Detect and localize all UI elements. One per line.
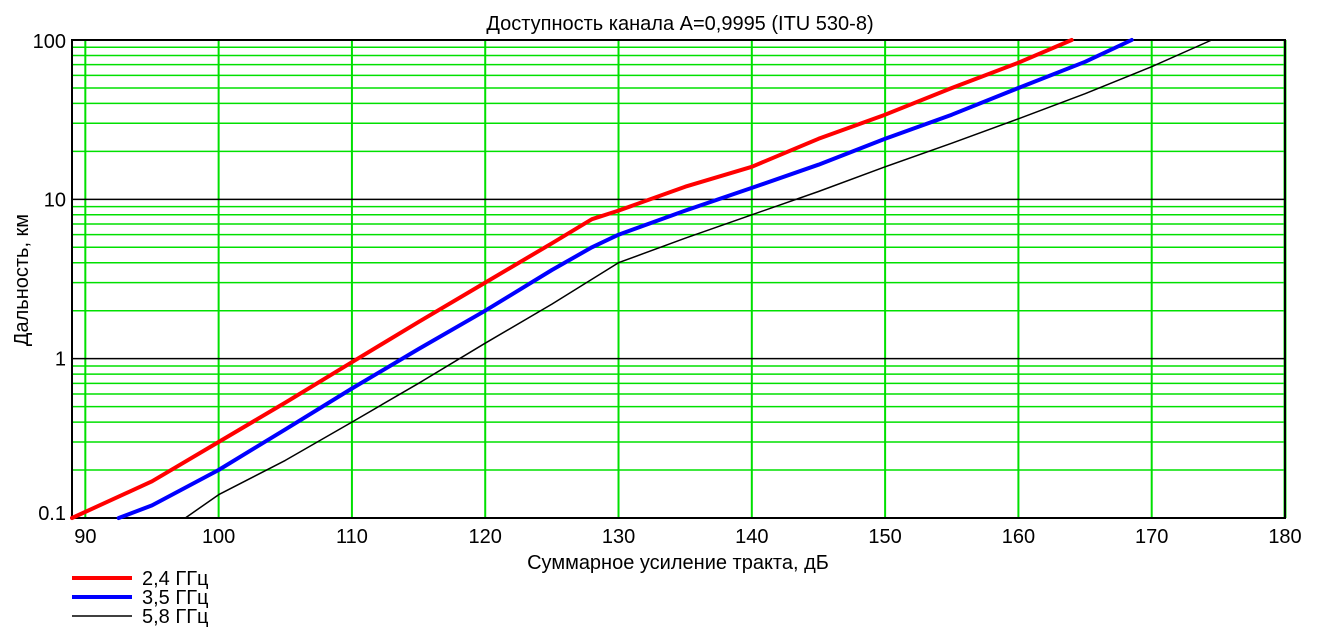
x-tick-label: 100 bbox=[202, 526, 235, 548]
x-tick-label: 90 bbox=[74, 526, 96, 548]
x-tick-label: 170 bbox=[1135, 526, 1168, 548]
y-tick-labels: 0.1 1 10 100 bbox=[33, 31, 66, 525]
y-axis-label: Дальность, км bbox=[11, 214, 33, 346]
series-line-3 bbox=[184, 39, 1213, 519]
x-tick-label: 160 bbox=[1002, 526, 1035, 548]
y-tick-label: 0.1 bbox=[38, 503, 66, 525]
x-tick-label: 110 bbox=[336, 526, 368, 548]
x-tick-label: 150 bbox=[868, 526, 901, 548]
chart-title: Доступность канала A=0,9995 (ITU 530-8) bbox=[486, 13, 873, 35]
x-tick-labels: 90 100 110 120 130 140 150 160 170 180 bbox=[74, 526, 1301, 548]
series-line-2 bbox=[116, 38, 1134, 520]
x-tick-label: 180 bbox=[1268, 526, 1301, 548]
plot-frame bbox=[71, 39, 1286, 519]
legend-label-2: 3,5 ГГц bbox=[142, 587, 208, 609]
legend-label-1: 2,4 ГГц bbox=[142, 568, 208, 590]
x-tick-label: 120 bbox=[469, 526, 502, 548]
x-tick-label: 140 bbox=[735, 526, 768, 548]
x-tick-label: 130 bbox=[602, 526, 635, 548]
y-tick-label: 100 bbox=[33, 31, 66, 53]
y-tick-label: 1 bbox=[55, 349, 66, 371]
series-layer bbox=[70, 38, 1213, 520]
y-tick-label: 10 bbox=[44, 189, 66, 211]
x-axis-label: Суммарное усиление тракта, дБ bbox=[527, 552, 829, 574]
legend-label-3: 5,8 ГГц bbox=[142, 606, 208, 628]
series-line-1 bbox=[70, 38, 1074, 520]
